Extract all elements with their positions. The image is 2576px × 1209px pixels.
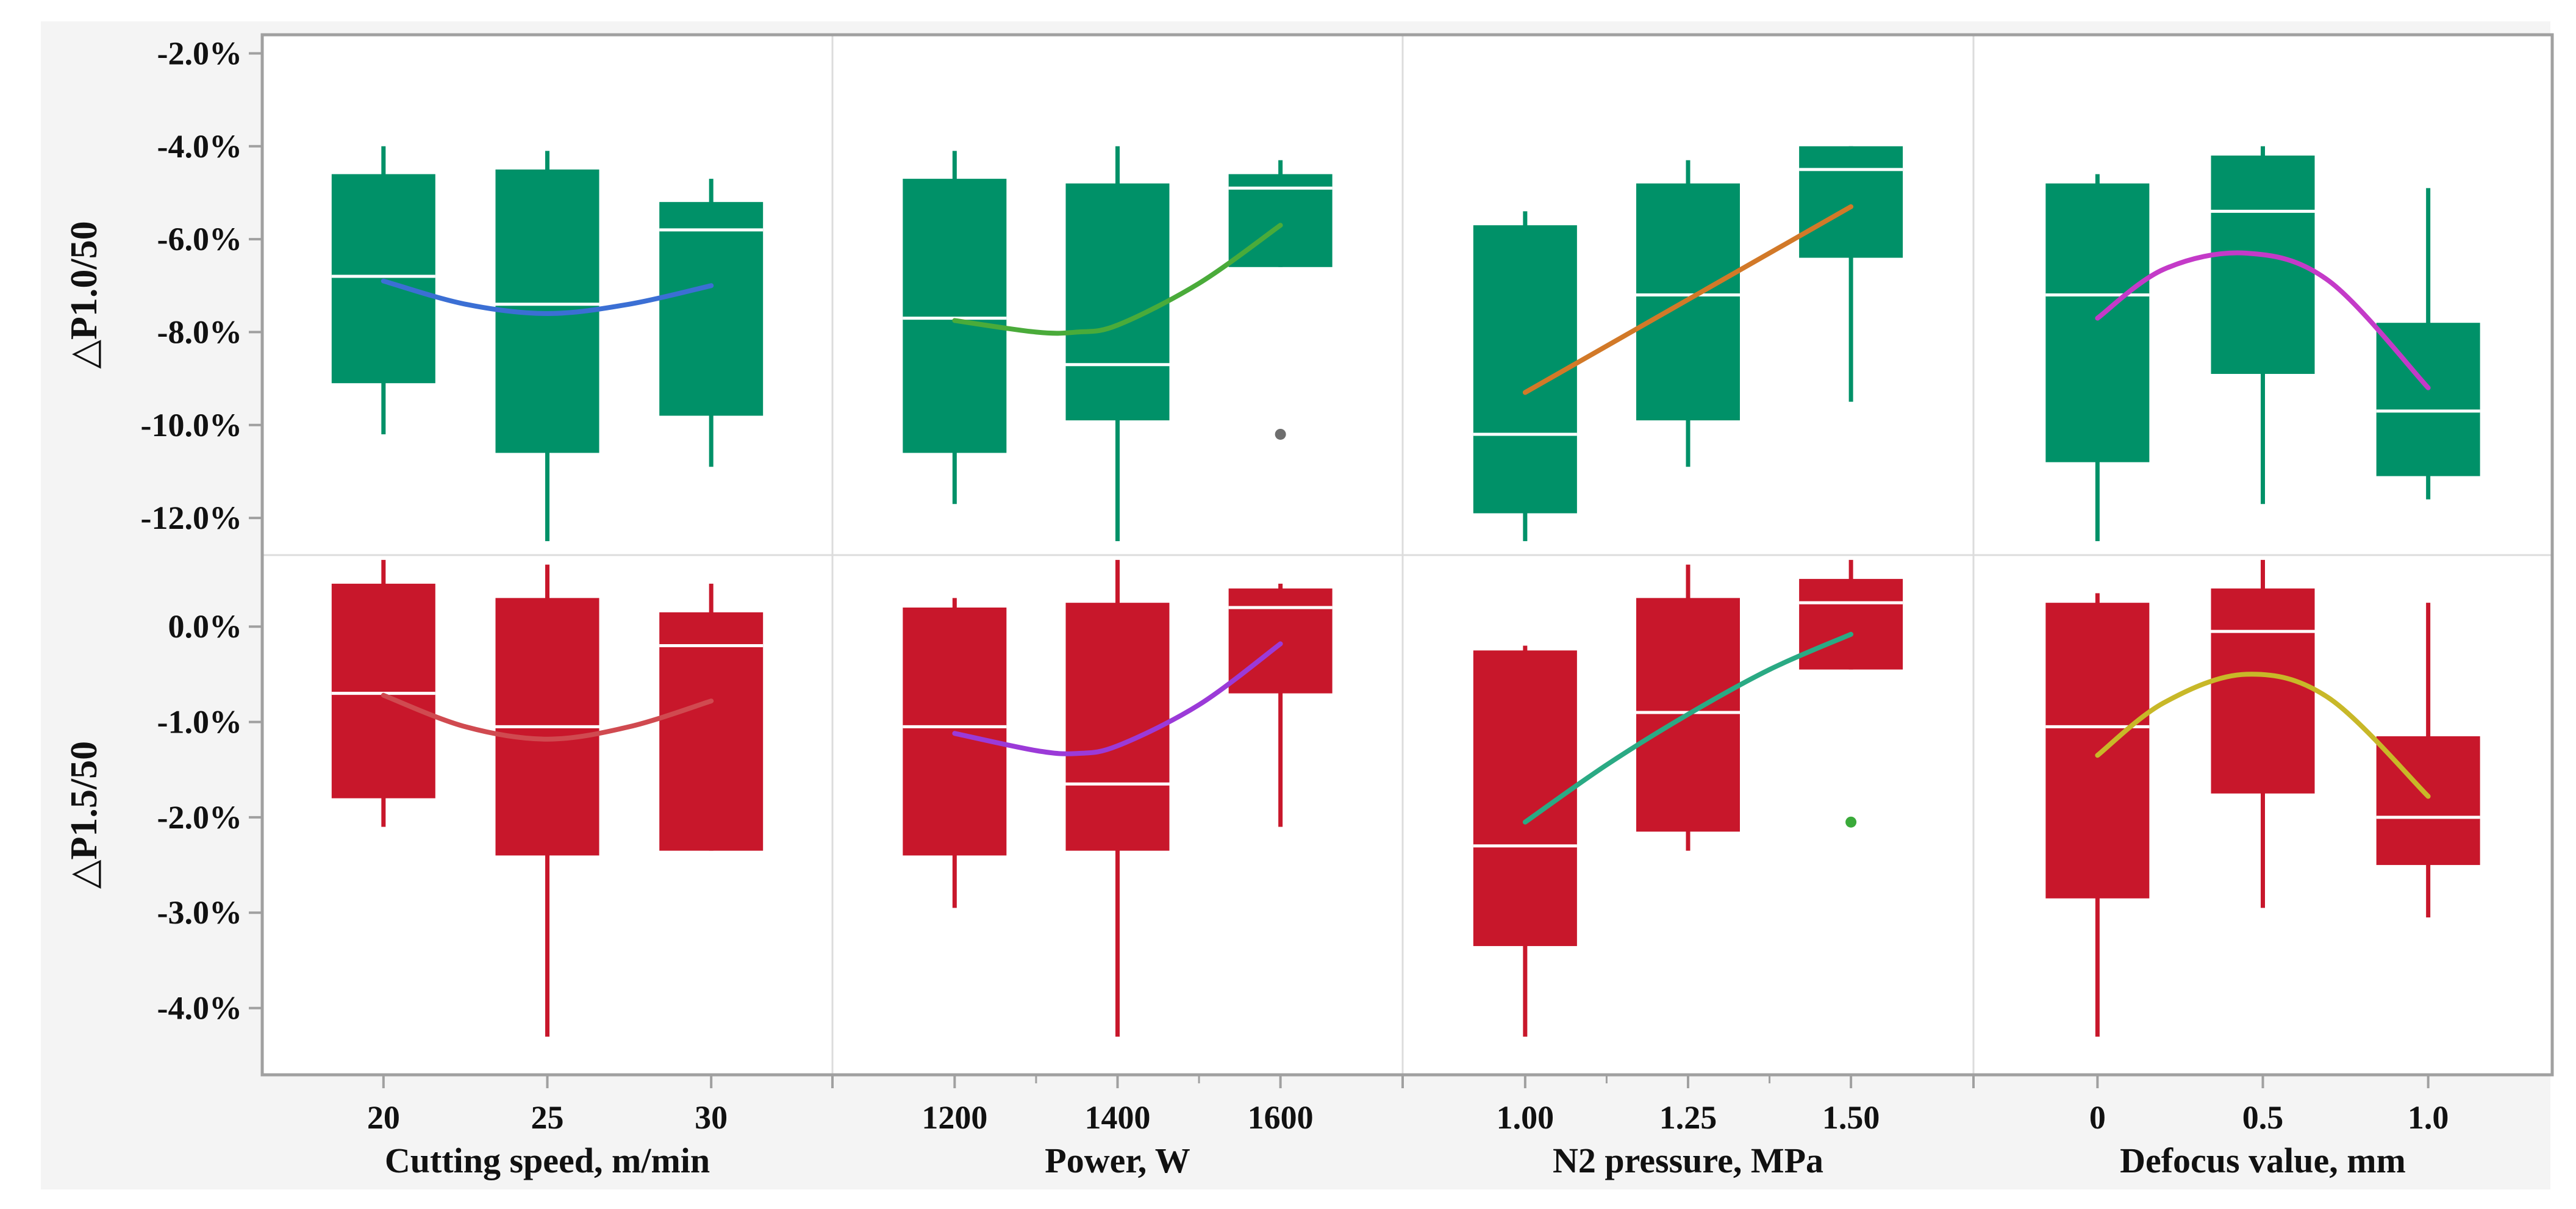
y-tick-label: -10.0% <box>141 407 242 443</box>
panel-r1-c0 <box>331 559 764 1037</box>
box-r1-c3-0 <box>2045 593 2150 1037</box>
box-r0-c1-1 <box>1065 146 1170 542</box>
panel-r0-c3 <box>2045 146 2480 542</box>
trend-curve <box>1522 631 1854 825</box>
trend-curve <box>1522 204 1854 395</box>
box-r0-c2-0 <box>1473 211 1577 542</box>
y-tick-label: -12.0% <box>141 500 242 536</box>
panel-r1-c1 <box>903 559 1333 1037</box>
outlier-point <box>1845 816 1857 828</box>
box-r1-c2-2 <box>1799 559 1903 670</box>
x-tick-label: 20 <box>367 1099 400 1136</box>
x-axis-title: Defocus value, mm <box>2120 1141 2406 1180</box>
trend-curve <box>381 278 714 317</box>
box-r1-c0-0 <box>331 559 435 827</box>
x-axis-title: Power, W <box>1045 1141 1190 1180</box>
outlier-point <box>1275 428 1286 440</box>
y-axis-title: △P1.5/50 <box>63 741 105 889</box>
box-r0-c0-2 <box>659 179 764 467</box>
box-r0-c3-2 <box>2376 188 2480 500</box>
box-r1-c3-1 <box>2211 559 2315 908</box>
box-body <box>659 202 764 416</box>
y-axis-title: △P1.0/50 <box>63 221 105 368</box>
box-body <box>903 179 1007 453</box>
y-tick-label: -6.0% <box>157 221 242 257</box>
axes-layer: -2.0% -4.0% -6.0% -8.0% -10.0% -12.0% △P1.0/50… <box>63 35 2449 1180</box>
y-tick-label: -4.0% <box>157 990 242 1027</box>
x-tick-label: 1200 <box>921 1099 987 1136</box>
box-body <box>1799 146 1903 258</box>
box-body <box>2045 183 2150 462</box>
panel-r0-c1 <box>903 146 1333 542</box>
x-tick-label: 30 <box>695 1099 728 1136</box>
y-tick-label: 0.0% <box>168 608 243 645</box>
x-axis-title: N2 pressure, MPa <box>1553 1141 1823 1180</box>
x-tick-label: 1.25 <box>1659 1099 1717 1136</box>
box-r1-c0-1 <box>495 564 599 1037</box>
panel-r1-c2 <box>1473 559 1903 1037</box>
panel-r1-c3 <box>2045 559 2480 1037</box>
y-tick-label: -2.0% <box>157 35 242 71</box>
box-r1-c2-0 <box>1473 645 1577 1037</box>
box-r1-c1-1 <box>1065 559 1170 1037</box>
box-body <box>1228 588 1333 694</box>
y-tick-label: -4.0% <box>157 128 242 165</box>
box-body <box>2211 588 2315 794</box>
plot-frame <box>260 33 2554 1077</box>
x-tick-label: 1.00 <box>1497 1099 1555 1136</box>
box-r1-c2-1 <box>1636 564 1740 851</box>
x-tick-label: 1.0 <box>2408 1099 2449 1136</box>
x-axis-title: Cutting speed, m/min <box>385 1141 710 1180</box>
panels-layer <box>262 35 2552 1075</box>
trend-curve <box>2095 250 2431 390</box>
box-r1-c0-2 <box>659 583 764 851</box>
x-tick-label: 1.50 <box>1822 1099 1880 1136</box>
box-body <box>2045 603 2150 899</box>
box-body <box>1799 579 1903 670</box>
box-body <box>1473 225 1577 514</box>
trend-curve <box>2095 672 2431 799</box>
box-body <box>1065 183 1170 421</box>
x-tick-label: 0 <box>2089 1099 2106 1136</box>
trend-curve <box>381 692 714 742</box>
y-tick-label: -8.0% <box>157 314 242 350</box>
trend-curve <box>952 641 1283 756</box>
box-r0-c2-2 <box>1799 146 1903 402</box>
panel-r0-c2 <box>1473 146 1903 542</box>
x-tick-label: 1600 <box>1248 1099 1314 1136</box>
y-tick-label: -1.0% <box>157 704 242 741</box>
x-tick-label: 1400 <box>1085 1099 1151 1136</box>
box-body <box>659 612 764 851</box>
y-tick-label: -3.0% <box>157 894 242 931</box>
box-r0-c3-0 <box>2045 174 2150 542</box>
box-body <box>331 583 435 798</box>
x-tick-label: 25 <box>531 1099 564 1136</box>
y-tick-label: -2.0% <box>157 799 242 836</box>
box-r0-c1-0 <box>903 151 1007 504</box>
trend-curve <box>952 223 1283 336</box>
panel-r0-c0 <box>331 146 764 542</box>
box-r1-c1-2 <box>1228 583 1333 827</box>
x-tick-label: 0.5 <box>2242 1099 2284 1136</box>
box-body <box>1065 603 1170 851</box>
